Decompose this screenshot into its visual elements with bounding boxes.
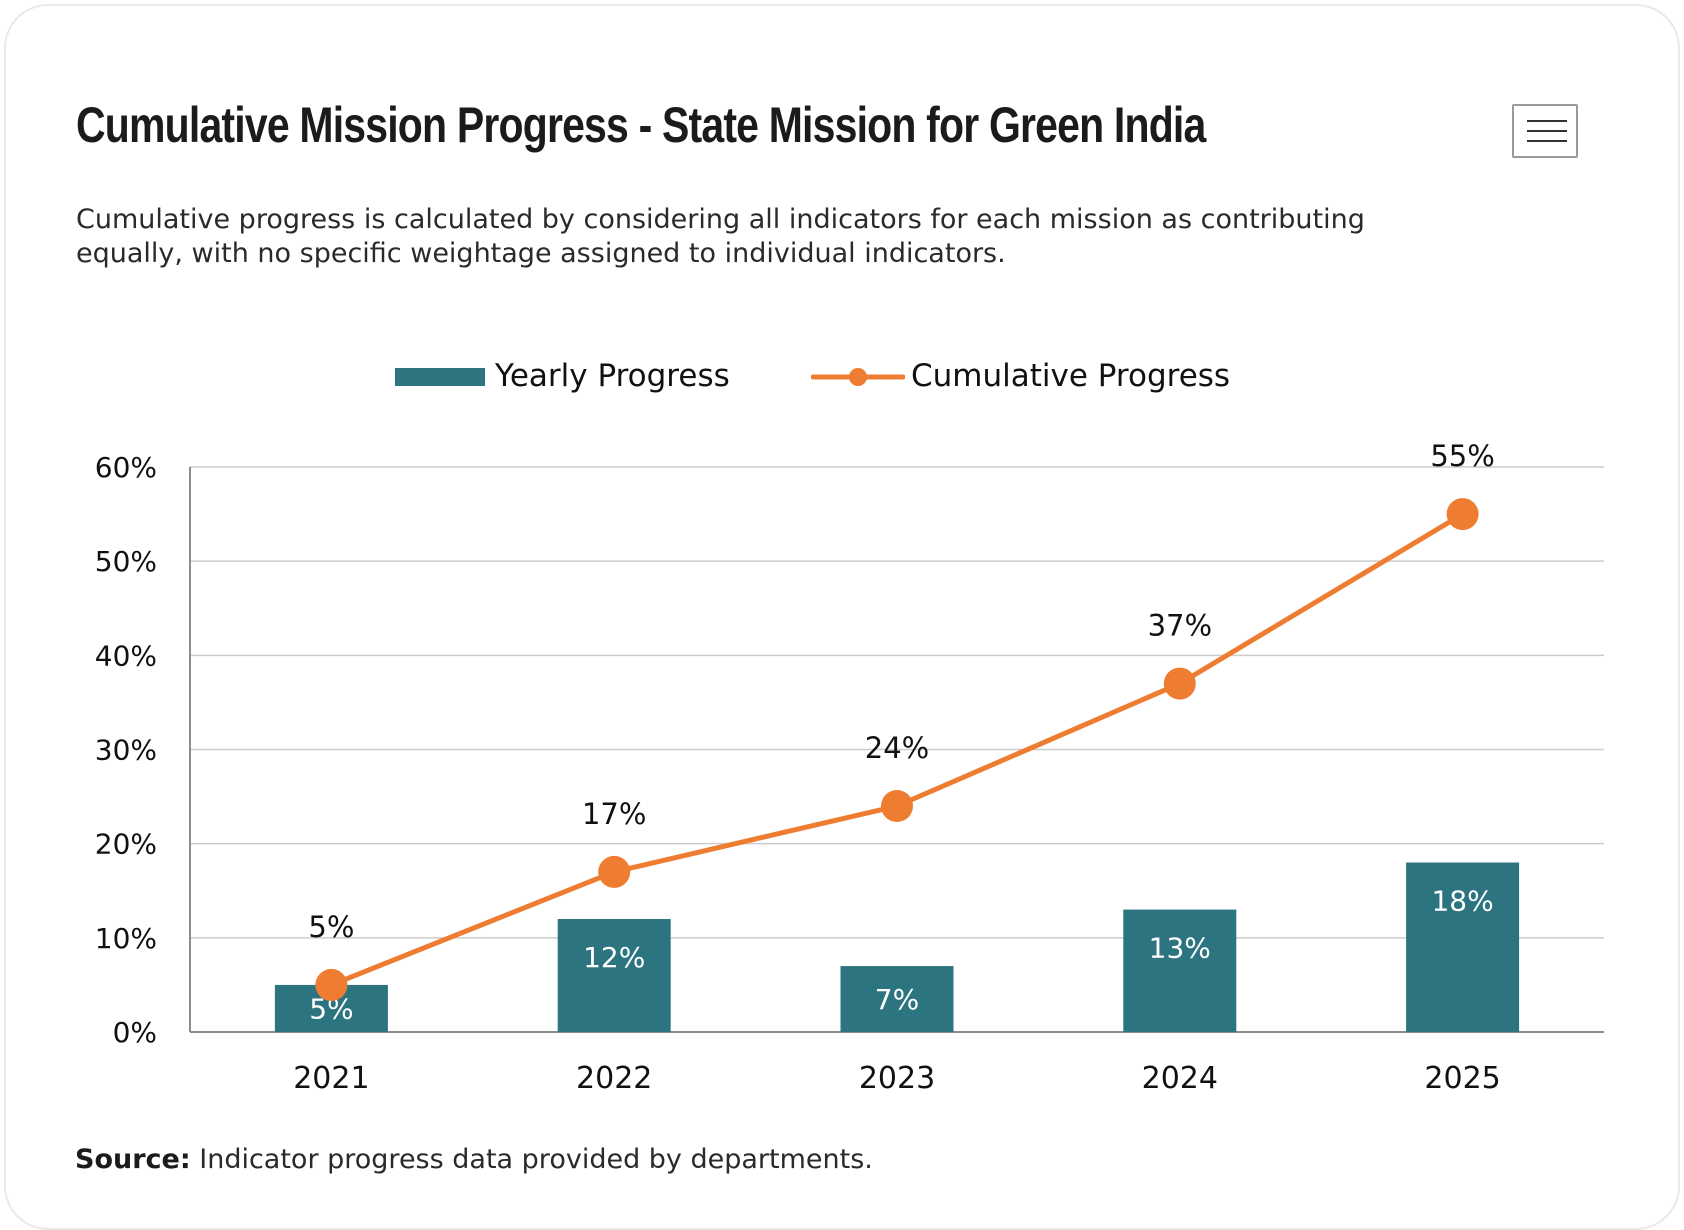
hamburger-menu-icon[interactable]: [1512, 104, 1578, 158]
legend-label: Cumulative Progress: [911, 358, 1231, 394]
legend-label: Yearly Progress: [495, 358, 730, 394]
source-text: Indicator progress data provided by depa…: [190, 1144, 873, 1175]
source-label: Source:: [75, 1144, 191, 1175]
legend-item-yearly-progress[interactable]: Yearly Progress: [395, 356, 755, 396]
legend-swatch-line: [811, 368, 905, 386]
source-note: Source: Indicator progress data provided…: [75, 1143, 873, 1177]
chart-title: Cumulative Mission Progress - State Miss…: [76, 97, 1206, 153]
legend-item-cumulative-progress[interactable]: Cumulative Progress: [811, 356, 1271, 396]
chart-subtitle: Cumulative progress is calculated by con…: [76, 204, 1365, 269]
legend-swatch-bar: [395, 368, 485, 386]
chart-card: [4, 4, 1680, 1230]
